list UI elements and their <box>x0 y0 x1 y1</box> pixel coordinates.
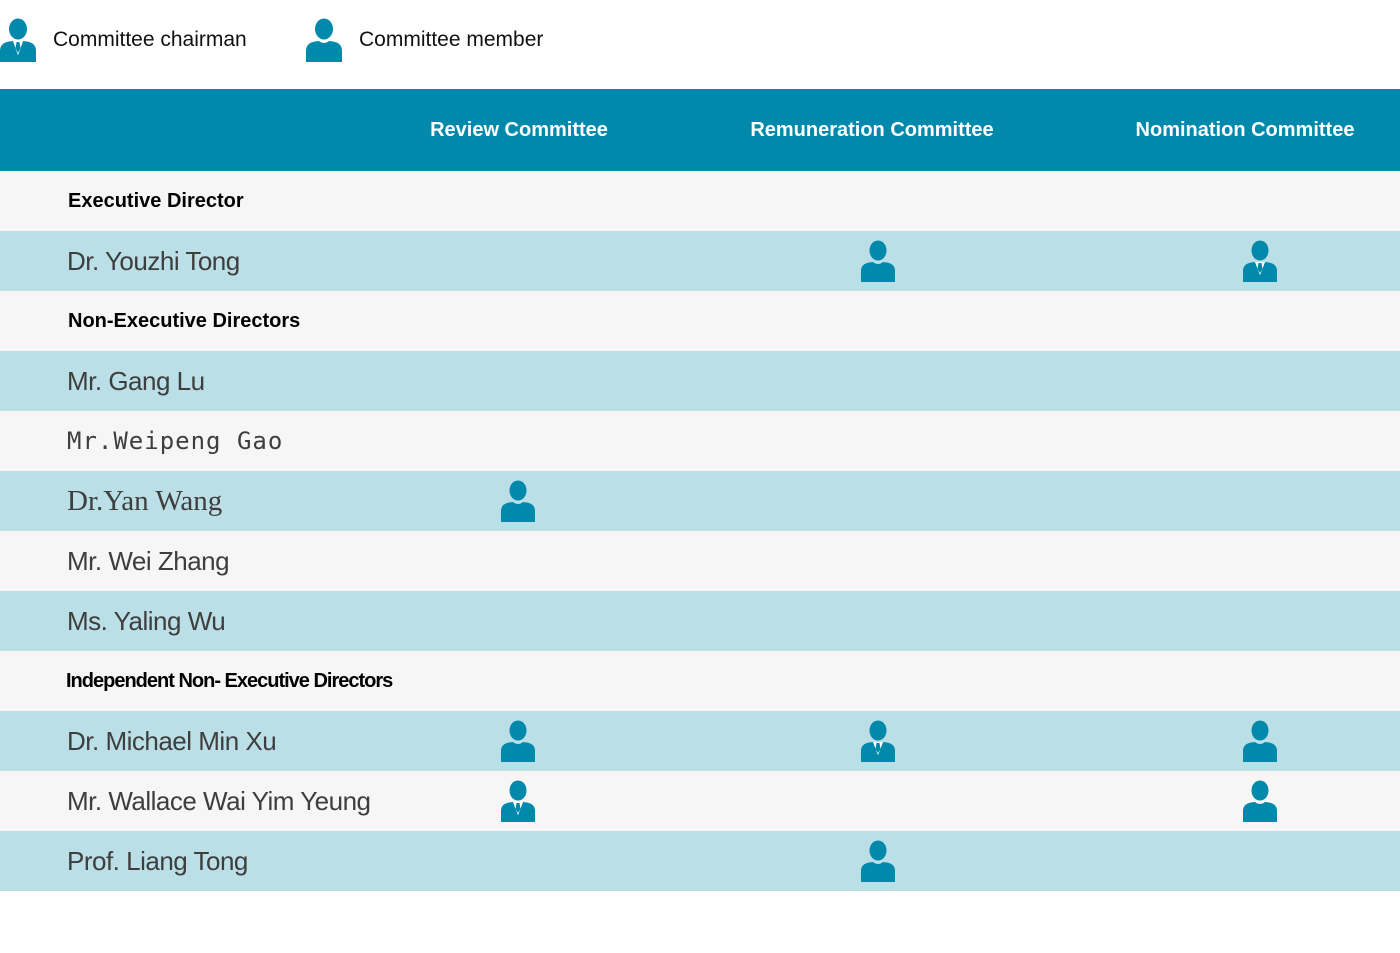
table-row: Dr.Yan Wang <box>0 471 1400 531</box>
table-row: Mr. Gang Lu <box>0 351 1400 411</box>
column-header-nomination: Nomination Committee <box>1135 119 1355 141</box>
member-icon <box>1242 780 1278 822</box>
table-row: Prof. Liang Tong <box>0 831 1400 891</box>
director-name: Mr.Weipeng Gao <box>67 427 284 455</box>
table-row: Dr. Michael Min Xu <box>0 711 1400 771</box>
legend: Committee chairman Committee member <box>0 0 1400 89</box>
table-row: Dr. Youzhi Tong <box>0 231 1400 291</box>
legend-chairman-label: Committee chairman <box>53 28 247 51</box>
section-label: Independent Non- Executive Directors <box>66 670 393 692</box>
chairman-icon <box>860 720 896 762</box>
table-row: Mr. Wallace Wai Yim Yeung <box>0 771 1400 831</box>
table-row: Mr. Wei Zhang <box>0 531 1400 591</box>
column-header-remuneration: Remuneration Committee <box>750 119 994 141</box>
director-name: Ms. Yaling Wu <box>67 606 226 636</box>
member-icon <box>860 840 896 882</box>
column-header-review: Review Committee <box>430 119 608 141</box>
director-name: Dr.Yan Wang <box>67 485 223 517</box>
section-label: Executive Director <box>68 190 244 212</box>
table-header: Review Committee Remuneration Committee … <box>0 89 1400 171</box>
director-name: Mr. Wallace Wai Yim Yeung <box>67 786 371 816</box>
member-icon <box>860 240 896 282</box>
chairman-icon <box>1242 240 1278 282</box>
section-row-executive: Executive Director <box>0 171 1400 231</box>
director-name: Dr. Michael Min Xu <box>67 726 277 756</box>
chairman-icon <box>500 780 536 822</box>
table-row: Ms. Yaling Wu <box>0 591 1400 651</box>
table-row: Mr.Weipeng Gao <box>0 411 1400 471</box>
director-name: Mr. Gang Lu <box>67 366 205 396</box>
section-label: Non-Executive Directors <box>68 310 301 332</box>
member-icon <box>306 18 342 62</box>
legend-member: Committee member <box>306 18 543 62</box>
director-name: Dr. Youzhi Tong <box>67 246 240 276</box>
director-name: Mr. Wei Zhang <box>67 546 230 576</box>
member-icon <box>500 720 536 762</box>
section-row-independent: Independent Non- Executive Directors <box>0 651 1400 711</box>
chairman-icon <box>0 18 36 62</box>
section-row-non-executive: Non-Executive Directors <box>0 291 1400 351</box>
director-name: Prof. Liang Tong <box>67 846 248 876</box>
legend-member-label: Committee member <box>359 28 544 51</box>
member-icon <box>1242 720 1278 762</box>
member-icon <box>500 480 536 522</box>
legend-chairman: Committee chairman <box>0 18 247 62</box>
